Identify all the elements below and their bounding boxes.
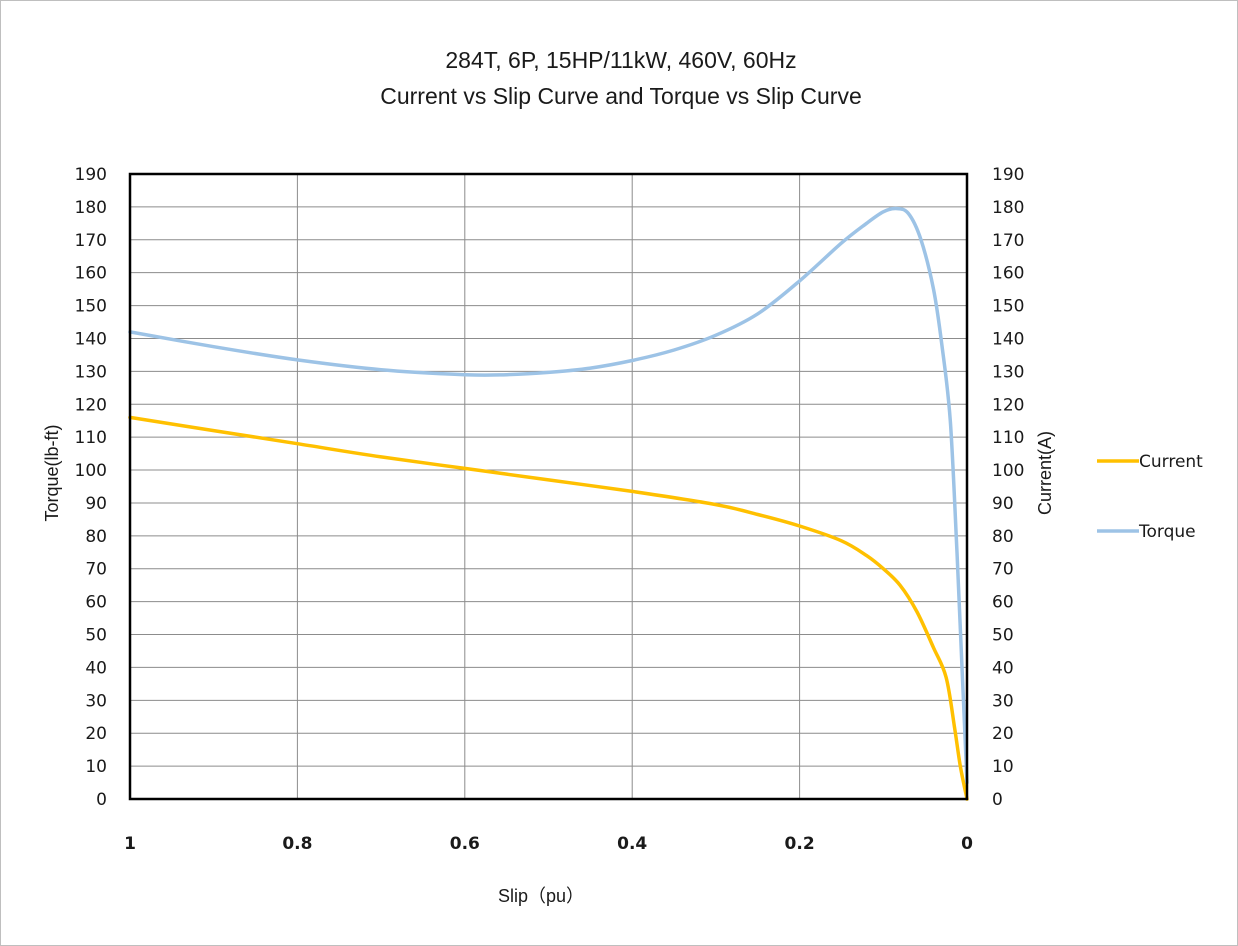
legend: Current Torque [1097, 452, 1203, 542]
x-tick-label: 0 [961, 834, 973, 854]
y-right-tick-label: 160 [992, 264, 1024, 284]
y-right-tick-label: 90 [992, 494, 1014, 514]
y-left-tick-label: 160 [75, 264, 107, 284]
y-right-tick-label: 180 [992, 198, 1024, 218]
y-left-tick-label: 190 [75, 165, 107, 185]
x-tick-label: 0.8 [282, 834, 312, 854]
y-left-tick-label: 0 [96, 790, 107, 810]
y-axis-left-title: Torque(lb-ft) [42, 424, 62, 521]
y-left-tick-label: 100 [75, 461, 107, 481]
y-right-tick-label: 60 [992, 593, 1014, 613]
y-right-tick-label: 40 [992, 658, 1014, 678]
y-right-tick-label: 170 [992, 231, 1024, 251]
y-left-tick-label: 30 [85, 691, 107, 711]
series-line-current [128, 415, 969, 801]
y-left-tick-label: 80 [85, 527, 107, 547]
legend-label-current: Current [1139, 452, 1203, 472]
y-right-tick-label: 70 [992, 560, 1014, 580]
x-tick-label: 0.6 [450, 834, 480, 854]
y-left-tick-label: 120 [75, 395, 107, 415]
y-left-tick-label: 20 [85, 724, 107, 744]
legend-label-torque: Torque [1138, 522, 1196, 542]
x-axis-title: Slip（pu） [498, 886, 584, 906]
plot-area-frame [128, 172, 969, 801]
x-tick-label: 0.4 [617, 834, 647, 854]
y-right-tick-label: 120 [992, 395, 1024, 415]
y-left-tick-label: 140 [75, 329, 107, 349]
y-right-tick-label: 80 [992, 527, 1014, 547]
y-left-tick-label: 60 [85, 593, 107, 613]
y-left-tick-label: 150 [75, 297, 107, 317]
y-right-tick-label: 20 [992, 724, 1014, 744]
x-tick-label: 1 [124, 834, 136, 854]
y-left-tick-label: 180 [75, 198, 107, 218]
y-left-tick-label: 40 [85, 658, 107, 678]
y-left-tick-label: 90 [85, 494, 107, 514]
y-right-tick-label: 130 [992, 362, 1024, 382]
y-right-tick-label: 10 [992, 757, 1014, 777]
y-left-tick-label: 10 [85, 757, 107, 777]
y-right-tick-label: 190 [992, 165, 1024, 185]
gridlines [130, 174, 967, 799]
y-right-tick-label: 150 [992, 297, 1024, 317]
y-right-tick-label: 140 [992, 329, 1024, 349]
series-lines [128, 206, 969, 801]
y-left-tick-label: 70 [85, 560, 107, 580]
y-right-tick-label: 110 [992, 428, 1024, 448]
y-left-tick-label: 110 [75, 428, 107, 448]
series-line-torque [128, 206, 969, 785]
y-right-tick-label: 0 [992, 790, 1003, 810]
y-left-tick-label: 170 [75, 231, 107, 251]
y-right-tick-label: 30 [992, 691, 1014, 711]
y-left-tick-label: 50 [85, 626, 107, 646]
chart-title: 284T, 6P, 15HP/11kW, 460V, 60Hz [445, 47, 796, 73]
y-axis-right-title: Current(A) [1035, 431, 1055, 515]
x-tick-label: 0.2 [785, 834, 815, 854]
chart-subtitle: Current vs Slip Curve and Torque vs Slip… [380, 83, 862, 109]
y-left-tick-label: 130 [75, 362, 107, 382]
y-right-tick-label: 50 [992, 626, 1014, 646]
y-right-tick-label: 100 [992, 461, 1024, 481]
